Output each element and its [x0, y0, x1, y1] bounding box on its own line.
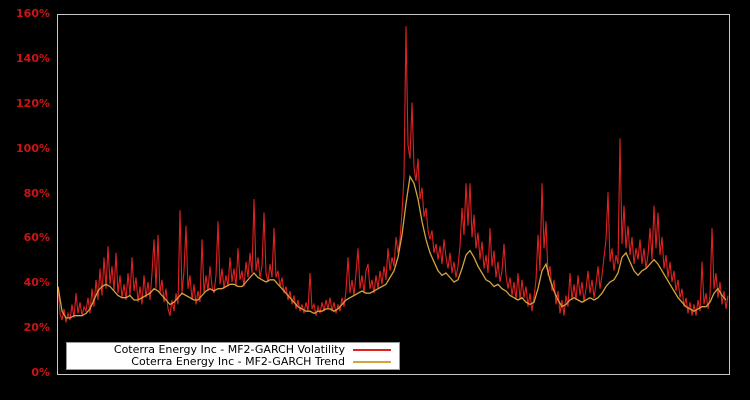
legend-box: Coterra Energy Inc - MF2-GARCH Volatilit… [66, 342, 400, 370]
y-axis-tick-label: 60% [23, 231, 50, 245]
y-axis-tick-label: 0% [31, 366, 50, 379]
chart-plot [58, 26, 729, 323]
y-axis-tick-label: 120% [16, 96, 50, 110]
y-axis-tick-label: 100% [16, 141, 50, 155]
volatility-line [58, 26, 729, 323]
y-axis: 0% 20% 40% 60% 80% 100% 120% 140% 160% [0, 0, 52, 400]
legend-row-trend: Coterra Energy Inc - MF2-GARCH Trend [67, 356, 399, 368]
plot-area: Coterra Energy Inc - MF2-GARCH Volatilit… [57, 14, 730, 375]
y-axis-tick-label: 80% [23, 186, 50, 200]
y-axis-tick-label: 140% [16, 51, 50, 65]
legend-label-trend: Coterra Energy Inc - MF2-GARCH Trend [131, 355, 345, 368]
y-axis-tick-label: 40% [23, 276, 50, 290]
y-axis-tick-label: 160% [16, 7, 50, 20]
trend-line [58, 174, 727, 319]
legend-row-volatility: Coterra Energy Inc - MF2-GARCH Volatilit… [67, 344, 399, 356]
y-axis-tick-label: 20% [23, 321, 50, 335]
trend-line-sample-icon [353, 361, 391, 363]
volatility-line-sample-icon [353, 349, 391, 351]
legend-label-volatility: Coterra Energy Inc - MF2-GARCH Volatilit… [113, 343, 345, 356]
